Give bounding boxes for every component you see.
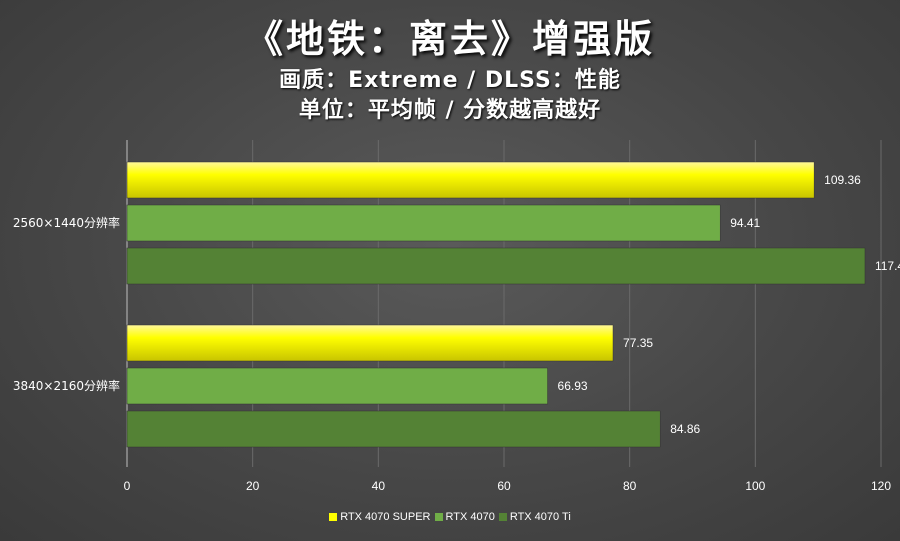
chart-subtitle: 画质：Extreme / DLSS：性能 (279, 68, 621, 93)
legend-item: RTX 4070 Ti (498, 511, 571, 524)
category-label: 2560×1440分辨率 (13, 215, 120, 230)
data-label: 109.36 (824, 173, 861, 187)
category-label: 3840×2160分辨率 (13, 378, 120, 393)
legend-swatch (329, 513, 338, 522)
legend-label: RTX 4070 Ti (509, 511, 571, 524)
x-tick-label: 120 (871, 479, 891, 493)
chart-title: 《地铁：离去》增强版 (244, 16, 655, 61)
data-label: 117.45 (875, 259, 900, 273)
x-tick-label: 0 (124, 479, 131, 493)
legend-item: RTX 4070 (434, 511, 495, 524)
bar (126, 161, 815, 199)
x-tick-label: 80 (623, 479, 637, 493)
legend-label: RTX 4070 SUPER (340, 511, 431, 524)
x-tick-label: 20 (246, 479, 260, 493)
data-label: 66.93 (558, 379, 588, 393)
chart-unit: 单位：平均帧 / 分数越高越好 (298, 98, 602, 123)
bar (126, 247, 866, 285)
bar (126, 324, 614, 362)
data-label: 77.35 (623, 336, 653, 350)
x-tick-label: 100 (745, 479, 765, 493)
bar (126, 367, 548, 405)
legend-swatch (498, 513, 507, 522)
data-label: 94.41 (730, 216, 760, 230)
legend-item: RTX 4070 SUPER (329, 511, 431, 524)
bar (126, 204, 721, 242)
legend-label: RTX 4070 (445, 511, 495, 524)
legend: RTX 4070 SUPER RTX 4070 RTX 4070 Ti (0, 511, 900, 523)
legend-swatch (434, 513, 443, 522)
data-label: 84.86 (670, 422, 700, 436)
bar (126, 410, 661, 448)
x-tick-label: 40 (372, 479, 386, 493)
x-tick-label: 60 (497, 479, 511, 493)
